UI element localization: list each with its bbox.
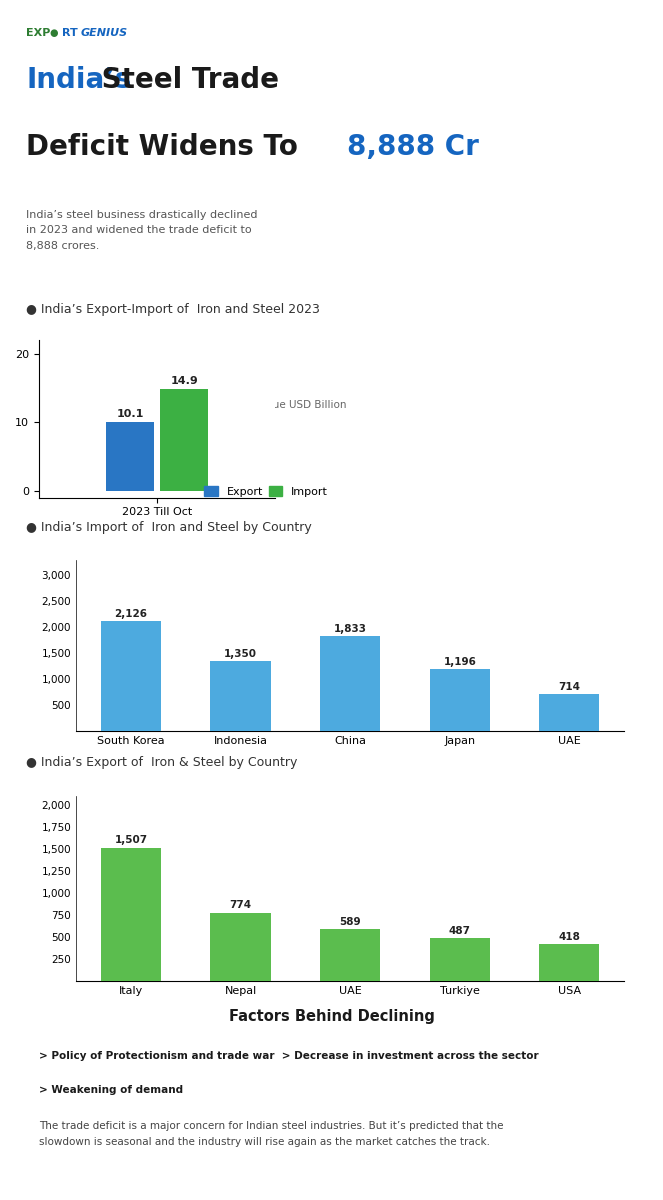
Legend: Export, Import: Export, Import xyxy=(200,482,332,502)
Text: EXP: EXP xyxy=(26,28,50,38)
Text: India’s: India’s xyxy=(26,66,131,94)
Text: ● India’s Import of  Iron and Steel by Country: ● India’s Import of Iron and Steel by Co… xyxy=(26,521,312,534)
Text: India’s steel business drastically declined
in 2023 and widened the trade defici: India’s steel business drastically decli… xyxy=(26,210,258,251)
Text: ● India’s Export of  Iron & Steel by Country: ● India’s Export of Iron & Steel by Coun… xyxy=(26,756,298,769)
Text: > Policy of Protectionism and trade war  > Decrease in investment across the sec: > Policy of Protectionism and trade war … xyxy=(38,1051,538,1061)
Text: GENIUS: GENIUS xyxy=(81,28,128,38)
Text: Factors Behind Declining: Factors Behind Declining xyxy=(229,1009,434,1024)
Text: Deficit Widens To: Deficit Widens To xyxy=(26,133,308,161)
Text: Value USD Billion: Value USD Billion xyxy=(257,400,346,410)
Text: 8,888 Cr: 8,888 Cr xyxy=(347,133,479,161)
Text: The trade deficit is a major concern for Indian steel industries. But it’s predi: The trade deficit is a major concern for… xyxy=(38,1122,503,1147)
Text: ●: ● xyxy=(50,28,58,38)
Text: > Weakening of demand: > Weakening of demand xyxy=(38,1085,183,1094)
Text: ● India’s Export-Import of  Iron and Steel 2023: ● India’s Export-Import of Iron and Stee… xyxy=(26,302,320,316)
Text: Steel Trade: Steel Trade xyxy=(91,66,278,94)
Text: RT: RT xyxy=(62,28,78,38)
Text: Value USD Million: Value USD Million xyxy=(469,798,560,808)
Text: Value USD Million: Value USD Million xyxy=(469,562,560,571)
